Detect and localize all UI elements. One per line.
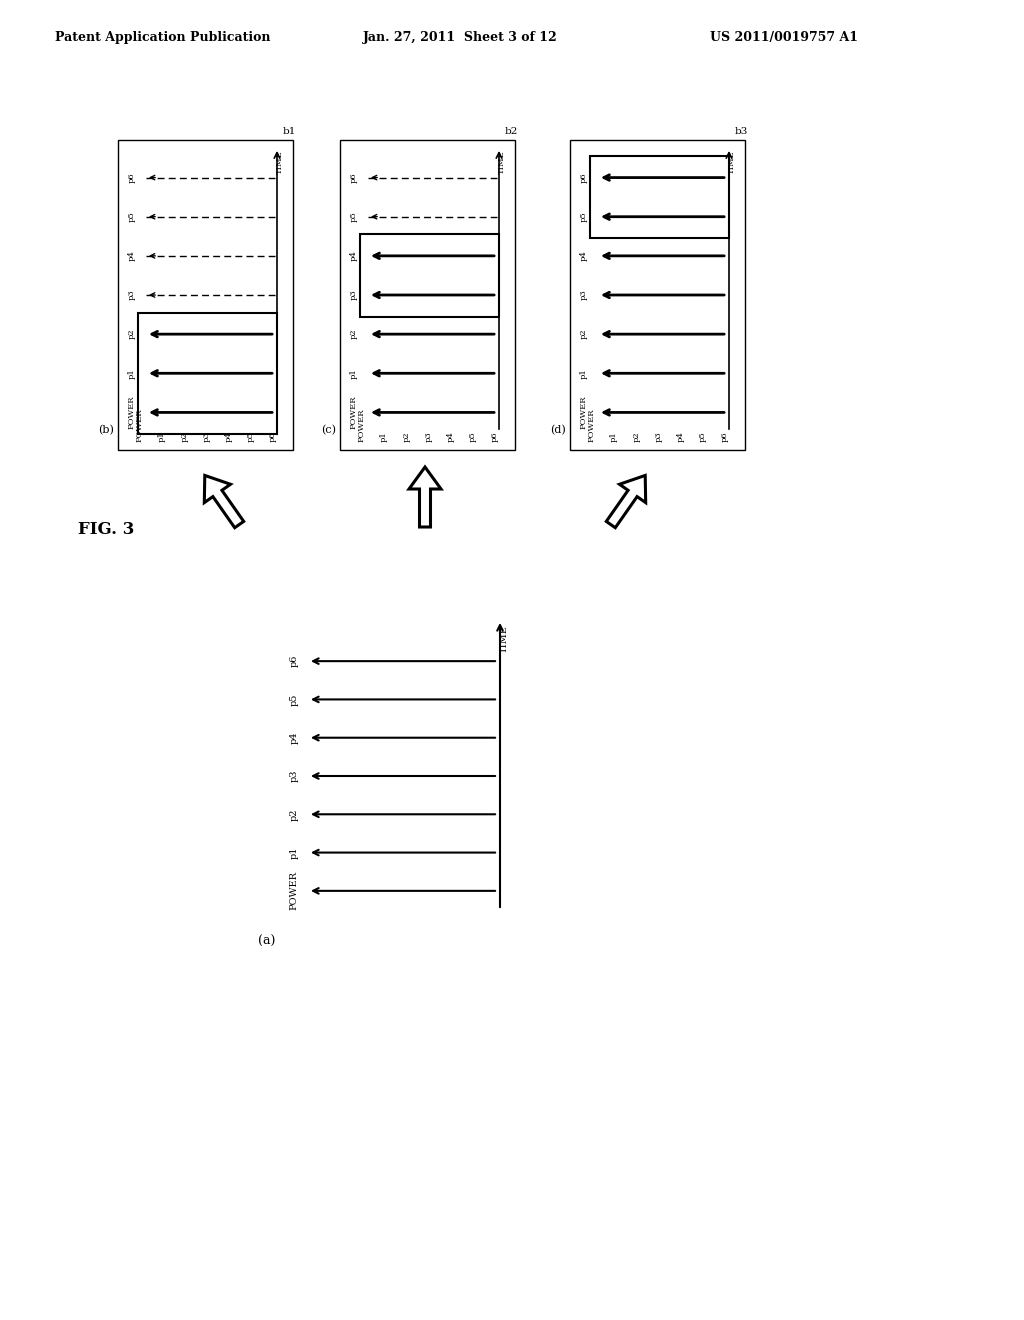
Text: p4: p4: [580, 251, 588, 261]
Text: (d): (d): [550, 425, 566, 436]
Text: FIG. 3: FIG. 3: [78, 521, 134, 539]
Text: p1: p1: [380, 432, 388, 442]
Text: POWER: POWER: [350, 396, 358, 429]
Text: TIME: TIME: [276, 150, 284, 174]
Text: p6: p6: [128, 172, 136, 183]
Text: p3: p3: [350, 289, 358, 301]
Text: POWER: POWER: [128, 396, 136, 429]
Text: TIME: TIME: [728, 150, 736, 174]
Text: TIME: TIME: [498, 150, 506, 174]
Polygon shape: [409, 467, 441, 527]
Text: p1: p1: [158, 432, 166, 442]
Text: p6: p6: [580, 172, 588, 183]
Text: p3: p3: [580, 289, 588, 301]
Text: p1: p1: [350, 368, 358, 379]
Text: p4: p4: [224, 432, 232, 442]
Text: p3: p3: [290, 770, 299, 783]
Text: POWER: POWER: [588, 408, 596, 442]
Text: p4: p4: [350, 251, 358, 261]
Bar: [118, 140, 293, 450]
Text: p2: p2: [350, 329, 358, 339]
Text: p6: p6: [490, 432, 499, 442]
Text: TIME: TIME: [500, 624, 509, 653]
Text: p6: p6: [721, 432, 729, 442]
Text: p2: p2: [580, 329, 588, 339]
Text: (b): (b): [98, 425, 114, 436]
Text: p2: p2: [402, 432, 411, 442]
Text: Jan. 27, 2011  Sheet 3 of 12: Jan. 27, 2011 Sheet 3 of 12: [362, 30, 558, 44]
Text: p5: p5: [290, 693, 299, 706]
Bar: [360, 234, 499, 317]
Text: p6: p6: [350, 172, 358, 183]
Text: p4: p4: [446, 432, 455, 442]
Text: b1: b1: [283, 127, 296, 136]
Text: p5: p5: [698, 432, 707, 442]
Text: p1: p1: [610, 432, 618, 442]
Text: POWER: POWER: [136, 408, 144, 442]
Bar: [138, 313, 278, 434]
Text: p3: p3: [425, 432, 432, 442]
Text: POWER: POWER: [290, 871, 299, 911]
Text: p1: p1: [290, 846, 299, 859]
Text: p5: p5: [128, 211, 136, 222]
Text: p5: p5: [469, 432, 477, 442]
Text: p6: p6: [269, 432, 278, 442]
Text: (a): (a): [258, 935, 275, 948]
Bar: [590, 156, 729, 239]
Text: Patent Application Publication: Patent Application Publication: [55, 30, 270, 44]
Text: b2: b2: [505, 127, 518, 136]
Polygon shape: [606, 475, 646, 528]
Text: p2: p2: [290, 808, 299, 821]
Text: (c): (c): [321, 425, 336, 436]
Text: POWER: POWER: [580, 396, 588, 429]
Text: p5: p5: [350, 211, 358, 222]
Text: p2: p2: [128, 329, 136, 339]
Bar: [340, 140, 515, 450]
Text: p1: p1: [128, 368, 136, 379]
Text: p2: p2: [180, 432, 188, 442]
Text: p3: p3: [203, 432, 211, 442]
Text: p4: p4: [677, 432, 685, 442]
Text: p4: p4: [128, 251, 136, 261]
Text: p4: p4: [290, 731, 299, 744]
Text: p6: p6: [290, 655, 299, 668]
Text: US 2011/0019757 A1: US 2011/0019757 A1: [710, 30, 858, 44]
Text: p3: p3: [654, 432, 663, 442]
Text: p5: p5: [580, 211, 588, 222]
Text: p1: p1: [580, 368, 588, 379]
Text: p3: p3: [128, 289, 136, 301]
Text: p5: p5: [247, 432, 255, 442]
Text: p2: p2: [633, 432, 640, 442]
Text: POWER: POWER: [358, 408, 366, 442]
Bar: [570, 140, 745, 450]
Polygon shape: [205, 475, 244, 528]
Text: b3: b3: [735, 127, 749, 136]
